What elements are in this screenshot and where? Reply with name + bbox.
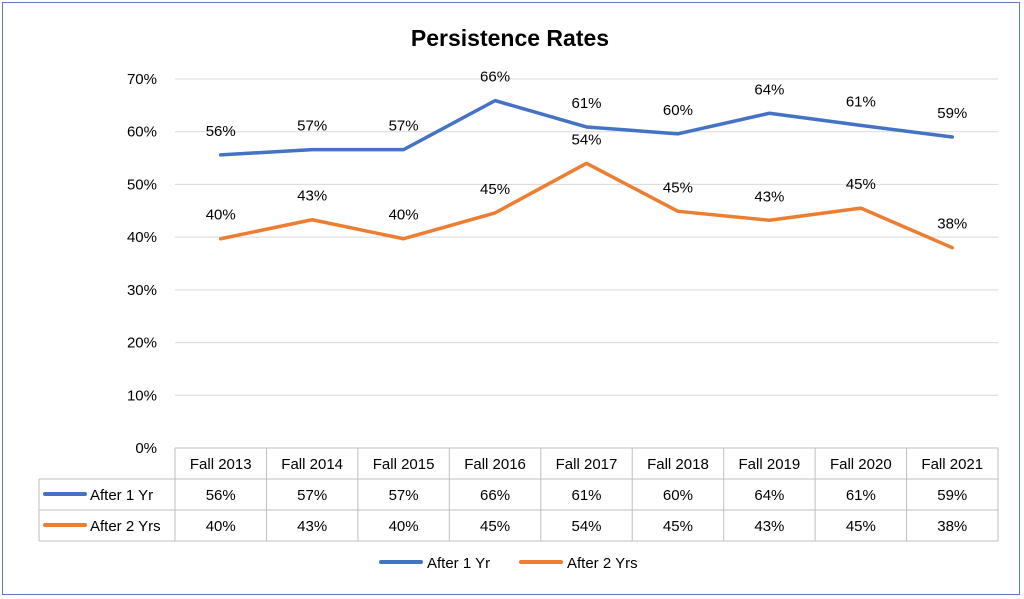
category-label: Fall 2019 bbox=[739, 456, 801, 473]
table-cell: 60% bbox=[663, 487, 693, 504]
category-label: Fall 2016 bbox=[464, 456, 526, 473]
gridlines bbox=[175, 78, 998, 396]
data-label: 43% bbox=[297, 188, 327, 205]
table-cell: 61% bbox=[846, 487, 876, 504]
table-cell: 38% bbox=[937, 518, 967, 535]
table-cell: 40% bbox=[206, 518, 236, 535]
y-tick-label: 70% bbox=[127, 71, 157, 88]
table-cell: 61% bbox=[571, 487, 601, 504]
table-cell: 56% bbox=[206, 487, 236, 504]
y-axis: 0% 10% 20% 30% 40% 50% 60% 70% bbox=[127, 71, 157, 457]
data-table: Fall 2013 Fall 2014 Fall 2015 Fall 2016 Fall… bbox=[38, 447, 999, 542]
y-tick-label: 40% bbox=[127, 229, 157, 246]
series-lines bbox=[218, 98, 955, 250]
table-cell: 66% bbox=[480, 487, 510, 504]
table-cell: 45% bbox=[480, 518, 510, 535]
legend: After 1 Yr After 2 Yrs bbox=[379, 555, 638, 572]
category-label: Fall 2021 bbox=[921, 456, 983, 473]
table-cell: 45% bbox=[663, 518, 693, 535]
data-label: 57% bbox=[389, 118, 419, 135]
series-line-after-2-yrs bbox=[218, 161, 955, 250]
table-series-name: After 2 Yrs bbox=[90, 518, 161, 535]
legend-label: After 1 Yr bbox=[427, 555, 490, 572]
y-tick-label: 0% bbox=[135, 440, 157, 457]
category-label: Fall 2014 bbox=[281, 456, 343, 473]
table-cell: 57% bbox=[297, 487, 327, 504]
data-label: 61% bbox=[571, 95, 601, 112]
table-cell: 40% bbox=[389, 518, 419, 535]
data-label: 61% bbox=[846, 93, 876, 110]
data-label: 40% bbox=[206, 207, 236, 224]
chart-title: Persistence Rates bbox=[411, 25, 609, 51]
category-label: Fall 2018 bbox=[647, 456, 709, 473]
legend-label: After 2 Yrs bbox=[567, 555, 638, 572]
category-label: Fall 2020 bbox=[830, 456, 892, 473]
y-tick-label: 50% bbox=[127, 176, 157, 193]
table-cell: 43% bbox=[297, 518, 327, 535]
table-cell: 59% bbox=[937, 487, 967, 504]
table-series-name: After 1 Yr bbox=[90, 487, 153, 504]
data-label: 54% bbox=[571, 131, 601, 148]
data-label: 66% bbox=[480, 69, 510, 86]
data-label: 59% bbox=[937, 105, 967, 122]
data-label: 43% bbox=[754, 188, 784, 205]
data-labels: 56% 57% 57% 66% 61% 60% 64% 61% 59% 40% 43% 40% 45% 5… bbox=[206, 69, 968, 233]
data-label: 40% bbox=[389, 207, 419, 224]
data-label: 38% bbox=[937, 216, 967, 233]
data-label: 60% bbox=[663, 102, 693, 119]
table-cell: 64% bbox=[754, 487, 784, 504]
data-label: 45% bbox=[480, 181, 510, 198]
y-tick-label: 10% bbox=[127, 387, 157, 404]
category-label: Fall 2013 bbox=[190, 456, 252, 473]
table-cell: 54% bbox=[571, 518, 601, 535]
data-label: 57% bbox=[297, 118, 327, 135]
data-label: 56% bbox=[206, 123, 236, 140]
y-tick-label: 30% bbox=[127, 282, 157, 299]
data-label: 45% bbox=[663, 179, 693, 196]
data-label: 64% bbox=[754, 81, 784, 98]
table-cell: 57% bbox=[389, 487, 419, 504]
table-cell: 45% bbox=[846, 518, 876, 535]
category-label: Fall 2015 bbox=[373, 456, 435, 473]
table-cell: 43% bbox=[754, 518, 784, 535]
y-tick-label: 20% bbox=[127, 335, 157, 352]
series-line-after-1-yr bbox=[218, 98, 955, 157]
category-label: Fall 2017 bbox=[556, 456, 618, 473]
data-label: 45% bbox=[846, 176, 876, 193]
y-tick-label: 60% bbox=[127, 124, 157, 141]
